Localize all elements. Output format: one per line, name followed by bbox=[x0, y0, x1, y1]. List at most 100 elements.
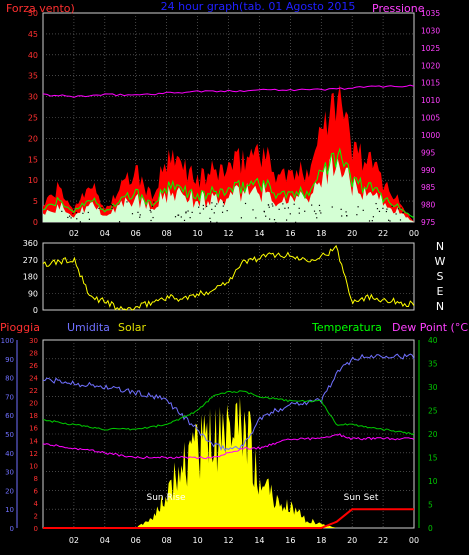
pressure-tick: 985 bbox=[421, 183, 436, 192]
wind-speckle bbox=[284, 207, 286, 209]
wind-speckle bbox=[137, 211, 139, 213]
wind-speed-tick: 25 bbox=[28, 114, 38, 123]
humidity-tick: 0 bbox=[10, 525, 14, 533]
wind-speckle bbox=[304, 210, 306, 212]
temperature-tick: 35 bbox=[428, 360, 438, 369]
wind-speckle bbox=[189, 217, 191, 219]
sunset-annotation: Sun Set bbox=[344, 493, 379, 503]
wind-speckle bbox=[226, 210, 228, 212]
wind-speckle bbox=[88, 218, 90, 220]
wind-speckle bbox=[375, 202, 377, 205]
wind-speckle bbox=[397, 208, 399, 210]
humidity-tick: 70 bbox=[5, 393, 14, 401]
pioggia-tick: 16 bbox=[29, 425, 38, 433]
humidity-line bbox=[42, 353, 415, 452]
x-tick-label-bottom: 08 bbox=[162, 536, 172, 545]
pioggia-label: Pioggia bbox=[0, 321, 40, 334]
wind-speckle bbox=[82, 212, 84, 214]
x-tick-label-bottom: 04 bbox=[100, 536, 110, 545]
pioggia-tick: 4 bbox=[34, 500, 39, 508]
x-tick-label-bottom: 22 bbox=[378, 536, 388, 545]
pressure-tick: 1030 bbox=[421, 26, 440, 35]
pressure-tick: 1010 bbox=[421, 96, 440, 105]
wind-speckle bbox=[263, 210, 265, 212]
wind-speckle bbox=[213, 212, 215, 214]
wind-speckle bbox=[255, 217, 257, 219]
wind-speckle bbox=[273, 219, 276, 221]
pioggia-tick: 14 bbox=[29, 437, 38, 445]
wind-speckle bbox=[185, 211, 187, 213]
wind-speckle bbox=[272, 205, 274, 207]
pioggia-tick: 12 bbox=[29, 450, 38, 458]
wind-speed-tick: 30 bbox=[28, 93, 38, 102]
rain-line bbox=[43, 508, 414, 529]
compass-letter: N bbox=[436, 240, 444, 253]
dewpoint-line bbox=[42, 433, 415, 460]
wind-speckle bbox=[206, 205, 208, 207]
wind-speed-tick: 5 bbox=[33, 197, 38, 206]
wind-speckle bbox=[244, 202, 247, 205]
wind-speckle bbox=[287, 207, 289, 209]
wind-speckle bbox=[223, 201, 225, 203]
direction-tick: 270 bbox=[23, 256, 38, 265]
pressure-tick: 995 bbox=[421, 148, 436, 157]
pioggia-tick: 6 bbox=[34, 487, 39, 495]
wind-speckle bbox=[389, 220, 391, 222]
x-tick-label-bottom: 18 bbox=[316, 536, 326, 545]
pioggia-tick: 22 bbox=[29, 387, 38, 395]
direction-tick: 0 bbox=[33, 306, 38, 315]
pressure-label: Pressione bbox=[372, 2, 425, 15]
wind-speckle bbox=[185, 212, 187, 214]
wind-speckle bbox=[108, 202, 110, 204]
wind-speckle bbox=[240, 217, 243, 219]
x-tick-label-bottom: 20 bbox=[347, 536, 357, 545]
wind-speckle bbox=[209, 217, 211, 219]
wind-speed-tick: 35 bbox=[28, 72, 38, 81]
chart-title: 24 hour graph(tab. 01 Agosto 2015 bbox=[161, 0, 356, 13]
wind-speckle bbox=[222, 205, 224, 207]
direction-tick: 90 bbox=[28, 289, 38, 298]
x-tick-label-bottom: 16 bbox=[285, 536, 295, 545]
wind-speckle bbox=[72, 212, 74, 215]
pioggia-tick: 28 bbox=[29, 350, 38, 358]
wind-speckle bbox=[372, 216, 374, 218]
wind-speed-label: Forza vento) bbox=[6, 2, 75, 15]
wind-speckle bbox=[202, 204, 204, 207]
compass-letter: N bbox=[436, 300, 444, 313]
temperature-tick: 20 bbox=[428, 430, 438, 439]
humidity-tick: 20 bbox=[5, 487, 14, 495]
temperature-tick: 30 bbox=[428, 383, 438, 392]
wind-speckle bbox=[282, 203, 284, 205]
x-tick-label-top: 16 bbox=[285, 229, 295, 238]
wind-speckle bbox=[378, 210, 381, 212]
wind-speckle bbox=[110, 204, 113, 206]
wind-speckle bbox=[402, 212, 404, 214]
pressure-line bbox=[42, 84, 415, 98]
wind-speckle bbox=[345, 215, 348, 217]
wind-speckle bbox=[139, 214, 141, 216]
solar-area bbox=[43, 396, 414, 528]
wind-speckle bbox=[150, 211, 152, 213]
wind-speckle bbox=[216, 203, 218, 205]
humidity-tick: 10 bbox=[5, 506, 14, 514]
wind-speckle bbox=[75, 203, 77, 205]
wind-speckle bbox=[318, 204, 321, 206]
wind-speed-tick: 15 bbox=[28, 155, 38, 164]
humidity-tick: 30 bbox=[5, 469, 14, 477]
wind-speckle bbox=[221, 211, 224, 213]
x-tick-label-bottom: 14 bbox=[254, 536, 264, 545]
wind-speckle bbox=[298, 212, 300, 214]
wind-speckle bbox=[131, 213, 134, 215]
wind-speckle bbox=[404, 209, 406, 211]
wind-speckle bbox=[101, 207, 103, 209]
wind-speckle bbox=[177, 214, 180, 216]
wind-speckle bbox=[341, 215, 343, 217]
pressure-tick: 1015 bbox=[421, 79, 440, 88]
wind-speckle bbox=[268, 206, 270, 208]
wind-speckle bbox=[368, 220, 371, 222]
wind-speckle bbox=[385, 210, 388, 213]
wind-speckle bbox=[210, 221, 212, 223]
wind-speed-tick: 0 bbox=[33, 218, 38, 227]
humidity-tick: 50 bbox=[5, 431, 14, 439]
